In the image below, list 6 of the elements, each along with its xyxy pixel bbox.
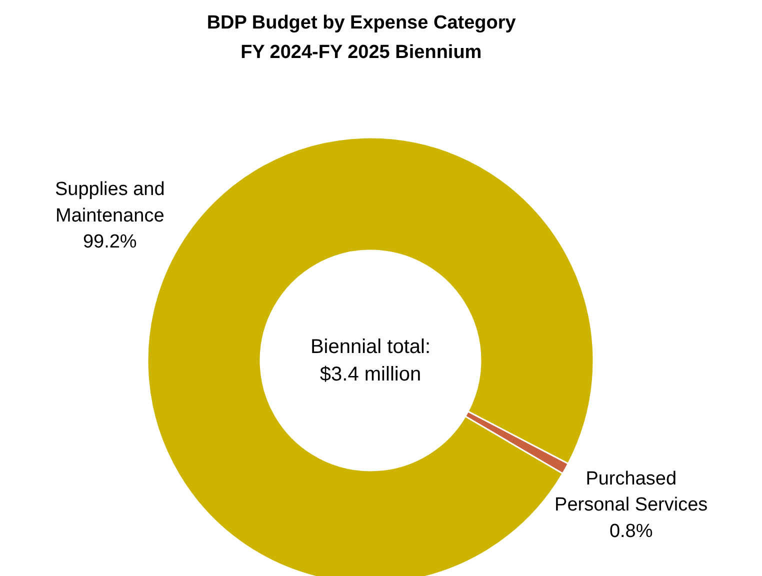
slice-label: Purchased Personal Services — [554, 468, 708, 516]
slice-label: Supplies and Maintenance — [54, 179, 165, 226]
data-label: 0.8% — [609, 520, 653, 542]
text: Biennial total: $3.4 million — [310, 336, 431, 386]
data-label: 99.2% — [82, 232, 137, 253]
chart-title: BDP Budget by Expense Category FY 2024-FY 2025 Biennium — [206, 12, 516, 63]
